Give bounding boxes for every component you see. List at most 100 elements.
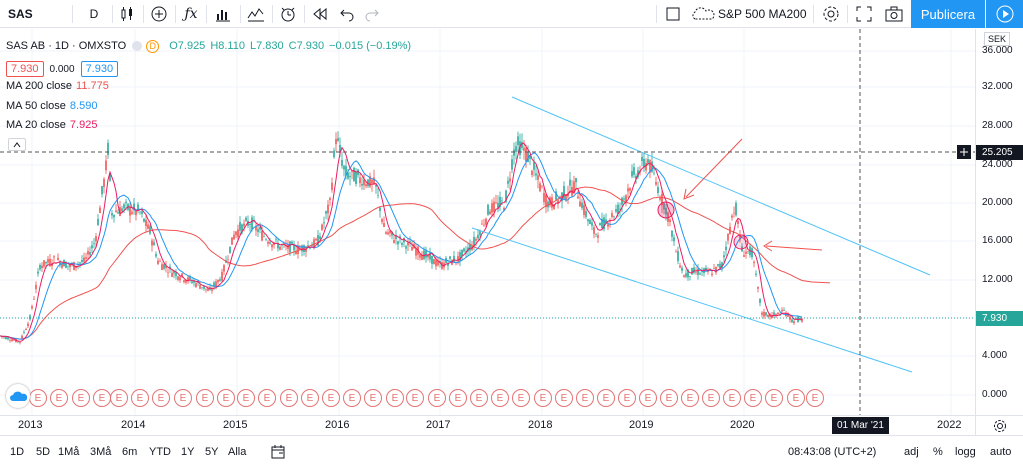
earnings-event-badge[interactable]: E <box>343 389 361 407</box>
symbol-search-button[interactable]: SAS <box>0 0 66 28</box>
templates-icon[interactable] <box>210 0 236 28</box>
earnings-event-badge[interactable]: E <box>364 389 382 407</box>
fullscreen-icon[interactable] <box>851 0 877 28</box>
earnings-event-badge[interactable]: E <box>386 389 404 407</box>
earnings-event-badge[interactable]: E <box>152 389 170 407</box>
alert-icon[interactable] <box>275 0 301 28</box>
adj-toggle[interactable]: adj <box>904 446 919 458</box>
undo-icon[interactable] <box>335 0 359 28</box>
earnings-event-badge[interactable]: E <box>806 389 824 407</box>
bid-box[interactable]: 7.930 <box>6 61 44 77</box>
earnings-event-badge[interactable]: E <box>196 389 214 407</box>
earnings-event-badge[interactable]: E <box>237 389 255 407</box>
range-button-5d[interactable]: 5D <box>36 446 51 458</box>
redo-icon[interactable] <box>360 0 384 28</box>
compare-symbol-button[interactable]: S&P 500 MA200 <box>690 0 810 28</box>
currency-label[interactable]: SEK <box>984 32 1011 46</box>
earnings-event-badge[interactable]: E <box>555 389 573 407</box>
earnings-event-badge[interactable]: E <box>702 389 720 407</box>
earnings-event-badge[interactable]: E <box>131 389 149 407</box>
add-compare-icon[interactable] <box>146 0 172 28</box>
candle <box>539 181 541 193</box>
range-button-1må[interactable]: 1Må <box>58 446 80 458</box>
ma20-legend[interactable]: MA 20 close 7.925 <box>6 119 97 131</box>
replay-icon[interactable] <box>307 0 333 28</box>
earnings-event-badge[interactable]: E <box>72 389 90 407</box>
interval-button[interactable]: D <box>80 0 108 28</box>
earnings-event-badge[interactable]: E <box>174 389 192 407</box>
collapse-legend-button[interactable] <box>8 138 26 151</box>
candle <box>31 304 33 310</box>
earnings-event-badge[interactable]: E <box>512 389 530 407</box>
auto-toggle[interactable]: auto <box>990 446 1012 458</box>
candles-icon[interactable] <box>114 0 140 28</box>
earnings-event-badge[interactable]: E <box>258 389 276 407</box>
earnings-event-badge[interactable]: E <box>406 389 424 407</box>
range-button-1d[interactable]: 1D <box>10 446 25 458</box>
camera-icon[interactable] <box>881 0 907 28</box>
earnings-event-badge[interactable]: E <box>744 389 762 407</box>
ask-box[interactable]: 7.930 <box>80 61 119 77</box>
candle <box>23 329 25 335</box>
candle <box>377 187 379 199</box>
price-chart[interactable] <box>0 29 975 415</box>
earnings-event-badge[interactable]: E <box>50 389 68 407</box>
candle <box>739 229 741 243</box>
play-button[interactable] <box>986 0 1023 28</box>
calendar-range-icon[interactable] <box>270 444 286 465</box>
time-tick: 2013 <box>18 419 43 431</box>
earnings-event-badge[interactable]: E <box>470 389 488 407</box>
range-button-3må[interactable]: 3Må <box>90 446 112 458</box>
earnings-event-badge[interactable]: E <box>217 389 235 407</box>
earnings-event-badge[interactable]: E <box>29 389 47 407</box>
visibility-dot[interactable] <box>132 41 143 51</box>
earnings-event-badge[interactable]: E <box>301 389 319 407</box>
range-button-5y[interactable]: 5Y <box>205 446 219 458</box>
fx-indicators-icon[interactable]: ƒx <box>184 6 198 22</box>
price-axis[interactable]: SEK 36.000 32.000 28.000 24.000 20.000 16.000… <box>975 29 1023 415</box>
earnings-event-badge[interactable]: E <box>576 389 594 407</box>
earnings-event-badge[interactable]: E <box>618 389 636 407</box>
range-button-1y[interactable]: 1Y <box>181 446 195 458</box>
axis-settings-button[interactable] <box>975 415 1023 435</box>
earnings-event-badge[interactable]: E <box>660 389 678 407</box>
time-axis[interactable]: 2013 2014 2015 2016 2017 2018 2019 2020 2022 01 … <box>0 415 975 435</box>
range-button-6m[interactable]: 6m <box>122 446 138 458</box>
range-button-alla[interactable]: Alla <box>228 446 247 458</box>
line-chart-icon[interactable] <box>243 0 269 28</box>
earnings-event-badge[interactable]: E <box>280 389 298 407</box>
earnings-event-badge[interactable]: E <box>93 389 111 407</box>
settings-icon[interactable] <box>818 0 844 28</box>
publish-label: Publicera <box>920 6 976 22</box>
candle <box>337 131 339 143</box>
ma50-legend[interactable]: MA 50 close 8.590 <box>6 100 97 112</box>
earnings-event-badge[interactable]: E <box>765 389 783 407</box>
earnings-event-badge[interactable]: E <box>110 389 128 407</box>
earnings-event-badge[interactable]: E <box>534 389 552 407</box>
earnings-event-badge[interactable]: E <box>428 389 446 407</box>
earnings-event-badge[interactable]: E <box>449 389 467 407</box>
ma50-value: 8.590 <box>69 100 98 112</box>
earnings-event-badge[interactable]: E <box>597 389 615 407</box>
earnings-event-badge[interactable]: E <box>491 389 509 407</box>
range-button-ytd[interactable]: YTD <box>149 446 171 458</box>
clock-label[interactable]: 08:43:08 (UTC+2) <box>788 446 877 458</box>
layout-icon[interactable] <box>662 0 684 28</box>
publish-button[interactable]: Publicera <box>911 0 985 28</box>
earnings-event-badge[interactable]: E <box>639 389 657 407</box>
candle <box>453 250 455 263</box>
candle <box>267 240 269 247</box>
time-tick: 2015 <box>223 419 248 431</box>
percent-toggle[interactable]: % <box>933 446 943 458</box>
earnings-event-badge[interactable]: E <box>681 389 699 407</box>
tradingview-logo[interactable] <box>6 384 30 408</box>
earnings-event-badge[interactable]: E <box>723 389 741 407</box>
ma20-line <box>0 142 803 342</box>
candle <box>529 155 531 165</box>
earnings-event-badge[interactable]: E <box>322 389 340 407</box>
log-toggle[interactable]: logg <box>955 446 976 458</box>
candle <box>161 261 163 270</box>
earnings-event-badge[interactable]: E <box>787 389 805 407</box>
candle <box>629 187 631 195</box>
ma200-legend[interactable]: MA 200 close 11.775 <box>6 80 109 92</box>
